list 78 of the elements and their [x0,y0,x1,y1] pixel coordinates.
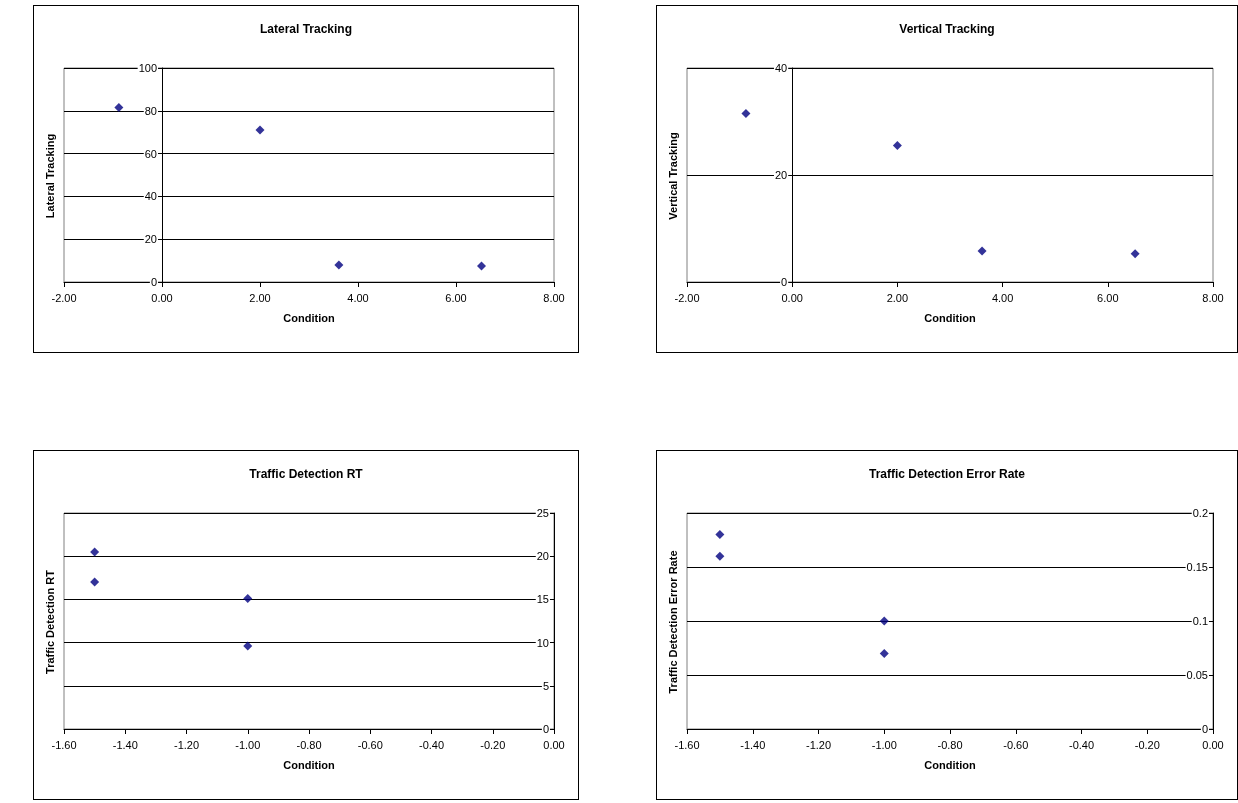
point [334,260,344,270]
point [715,551,725,561]
x-axis-title: Condition [924,758,976,771]
y-axis-title: Traffic Detection RT [44,569,56,674]
y-tick-label: 100 [138,62,157,74]
y-tick-label: 60 [144,147,157,160]
point [715,530,725,540]
chart-title: Vertical Tracking [899,22,995,36]
point [255,125,265,135]
x-tick-label: -2.00 [674,291,700,304]
x-tick-label: 6.00 [445,291,467,304]
x-tick-label: -1.40 [740,738,766,751]
point [741,108,751,118]
y-axis-title: Vertical Tracking [667,132,679,220]
x-tick-label: -0.40 [418,738,445,751]
point [476,261,486,271]
x-tick-label: 8.00 [543,291,565,304]
point [243,594,253,604]
y-tick-label: 0.1 [1192,615,1208,627]
x-tick-label: 0.00 [151,291,173,304]
y-tick-label: 40 [774,62,788,74]
x-tick-label: -0.60 [357,738,383,751]
chart-title: Traffic Detection RT [249,467,364,481]
x-tick-label: -1.60 [674,738,700,751]
chart-title: Traffic Detection Error Rate [868,467,1026,481]
y-tick-label: 80 [144,104,157,117]
point [90,577,100,587]
y-tick-label: 20 [536,550,549,563]
x-tick-label: -2.00 [51,291,77,304]
x-tick-label: 0.00 [781,291,803,304]
x-tick-label: 4.00 [347,291,369,304]
y-tick-label: 20 [774,169,788,181]
point [243,641,253,651]
point [879,648,889,658]
x-tick-label: -1.00 [871,738,897,751]
x-tick-label: -0.80 [296,738,322,751]
y-tick-label: 0 [150,276,157,288]
y-tick-label: 0 [542,723,549,735]
x-tick-label: -1.60 [51,738,77,751]
x-tick-label: -0.40 [1068,738,1095,751]
chart-title: Lateral Tracking [259,22,353,36]
x-axis-title: Condition [283,758,335,771]
x-axis-title: Condition [924,311,976,324]
y-axis-title: Traffic Detection Error Rate [667,550,679,694]
x-tick-label: -0.20 [1134,738,1160,751]
y-tick-label: 40 [144,190,157,203]
x-tick-label: 2.00 [249,291,271,304]
x-tick-label: -0.60 [1003,738,1029,751]
point [977,246,987,256]
x-tick-label: 6.00 [1097,291,1119,304]
y-tick-label: 15 [536,593,549,606]
point [892,141,902,151]
point [90,547,100,557]
x-tick-label: 8.00 [1202,291,1224,304]
point [1130,249,1140,259]
x-axis-title: Condition [283,311,335,324]
x-tick-label: -1.20 [173,738,200,751]
x-tick-label: -1.40 [112,738,138,751]
x-tick-label: 0.00 [543,738,565,751]
y-tick-label: 25 [536,507,549,519]
y-tick-label: 0.05 [1186,669,1208,681]
y-axis-title: Lateral Tracking [44,133,56,219]
y-tick-label: 0 [1201,723,1208,735]
y-tick-label: 0.15 [1186,561,1208,573]
point [114,103,124,113]
point [879,616,889,626]
x-tick-label: 2.00 [886,291,909,304]
y-tick-label: 0.2 [1192,507,1208,519]
y-tick-label: 0 [781,276,788,288]
x-tick-label: -1.20 [805,738,832,751]
x-tick-label: 4.00 [991,291,1014,304]
x-tick-label: -1.00 [235,738,261,751]
y-tick-label: 10 [536,636,549,649]
x-tick-label: 0.00 [1202,738,1224,751]
x-tick-label: -0.80 [937,738,963,751]
y-tick-label: 20 [144,233,157,246]
y-tick-label: 5 [542,679,549,692]
x-tick-label: -0.20 [480,738,506,751]
